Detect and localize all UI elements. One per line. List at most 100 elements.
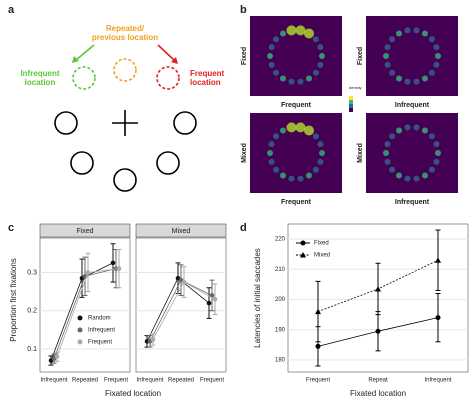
heatmap-blob xyxy=(396,75,402,82)
facet-strip xyxy=(39,223,131,238)
infrequent-label: Infrequent location xyxy=(20,69,59,87)
heatmap-blob xyxy=(295,25,306,36)
heatmap-blob xyxy=(297,175,304,182)
infrequent-circle xyxy=(72,66,96,90)
heatmap-blob xyxy=(317,61,324,68)
panel-label: b xyxy=(240,4,247,16)
heatmap-blob xyxy=(306,172,312,179)
heatmap-blob xyxy=(396,127,402,134)
colorbar-label: density xyxy=(349,85,362,90)
point xyxy=(150,337,156,342)
heatmap-blob xyxy=(317,44,324,51)
heatmap-blob xyxy=(312,133,319,140)
heatmap-blob xyxy=(267,53,273,59)
heatmap-blob xyxy=(317,141,324,148)
heatmap-blob xyxy=(267,150,273,156)
arrow xyxy=(75,44,95,61)
panel-label: a xyxy=(8,4,15,16)
point xyxy=(435,257,441,263)
heatmap-blob xyxy=(413,27,420,34)
x-axis-title: Fixated location xyxy=(105,389,161,398)
arrow-head xyxy=(72,56,79,63)
heatmap-blob xyxy=(273,69,280,76)
heatmap-blob xyxy=(280,127,286,134)
heatmap-blob xyxy=(383,53,389,59)
heatmap-blob xyxy=(422,172,428,179)
heatmap-blob xyxy=(304,28,314,39)
legend-marker xyxy=(300,240,306,246)
heatmap xyxy=(366,16,458,96)
heatmap-blob xyxy=(433,61,440,68)
diagram xyxy=(54,44,197,192)
heatmap-blob xyxy=(312,69,319,76)
heatmap-row-label: Fixed xyxy=(357,47,364,65)
point xyxy=(181,279,187,285)
legend-marker xyxy=(300,252,306,258)
facet-title: Fixed xyxy=(76,228,93,235)
y-tick-label: 220 xyxy=(275,237,286,243)
heatmap-blob xyxy=(435,53,441,59)
y-tick-label: 180 xyxy=(275,357,286,363)
heatmap-blob xyxy=(268,44,275,51)
arrow-head xyxy=(171,57,178,64)
heatmap-blob xyxy=(384,158,391,165)
heatmap-col-label: Infrequent xyxy=(395,199,430,206)
heatmap-blob xyxy=(297,78,304,85)
heatmap-blob xyxy=(428,69,435,76)
heatmap-row-label: Fixed xyxy=(241,47,248,65)
heatmap-blob xyxy=(433,141,440,148)
x-tick-label: Infrequent xyxy=(40,378,67,384)
heatmap-blob xyxy=(404,124,411,131)
y-tick-label: 200 xyxy=(275,297,286,303)
y-tick-label: 0.2 xyxy=(27,308,37,315)
heatmap-blob xyxy=(413,78,420,85)
heatmap-blob xyxy=(404,175,411,182)
heatmap-blob xyxy=(273,166,280,173)
x-tick-label: Frequent xyxy=(200,378,224,384)
heatmap-blob xyxy=(396,172,402,179)
heatmap-blob xyxy=(428,133,435,140)
y-tick-label: 190 xyxy=(275,327,286,333)
heatmap-blob xyxy=(404,78,411,85)
heatmap-blob xyxy=(435,150,441,156)
heatmap-blob xyxy=(383,150,389,156)
plot-area xyxy=(135,237,227,373)
colorbar xyxy=(349,100,353,104)
heatmap-blob xyxy=(317,158,324,165)
x-axis-title: Fixated location xyxy=(350,389,406,398)
heatmap-blob xyxy=(280,75,286,82)
heatmap-blob xyxy=(389,133,396,140)
point xyxy=(54,354,60,359)
heatmap xyxy=(250,16,342,96)
facet-strip xyxy=(135,223,227,238)
y-axis-title: Latencies of initial saccades xyxy=(253,248,262,348)
point xyxy=(206,300,212,306)
heatmap-blob xyxy=(268,61,275,68)
heatmap xyxy=(366,113,458,193)
heatmap-row-label: Mixed xyxy=(241,143,248,163)
point xyxy=(212,296,218,302)
heatmap-blob xyxy=(319,53,325,59)
heatmap-blob xyxy=(433,44,440,51)
point xyxy=(375,285,381,292)
heatmap-blob xyxy=(433,158,440,165)
heatmap-col-label: Frequent xyxy=(281,102,312,109)
heatmap-blob xyxy=(422,75,428,82)
legend-label: Infrequent xyxy=(88,328,115,334)
heatmap-col-label: Frequent xyxy=(281,199,312,206)
point xyxy=(110,260,116,266)
heatmap-blob xyxy=(280,30,286,37)
circle xyxy=(113,168,137,192)
heatmap-blob xyxy=(295,122,306,133)
point xyxy=(315,308,321,315)
point xyxy=(315,343,321,349)
point xyxy=(375,328,381,334)
colorbar xyxy=(349,108,353,112)
heatmap-blob xyxy=(413,175,420,182)
y-tick-label: 0.3 xyxy=(27,269,37,276)
heatmap-blob xyxy=(428,166,435,173)
heatmap xyxy=(250,113,342,193)
repeated-circle xyxy=(113,58,137,82)
circle xyxy=(70,151,94,175)
